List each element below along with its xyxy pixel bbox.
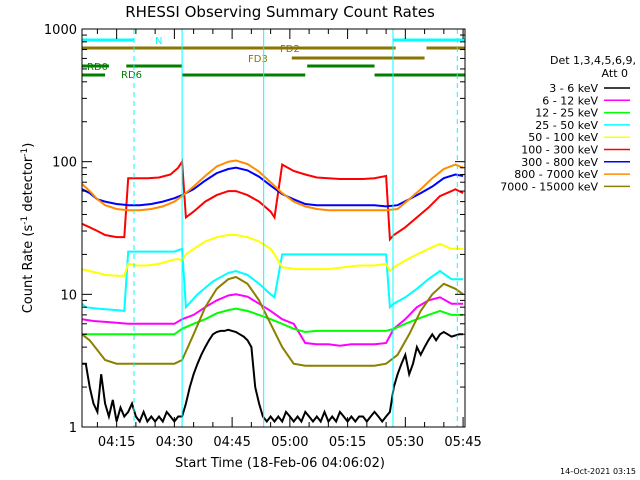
legend-label-7: 800 - 7000 keV: [514, 168, 598, 181]
legend-label-8: 7000 - 15000 keV: [500, 180, 598, 193]
y-tick-label-2: 100: [52, 156, 77, 171]
y-tick-label-1: 10: [60, 288, 77, 303]
plot-frame: [81, 28, 466, 428]
legend-label-2: 12 - 25 keV: [535, 107, 598, 120]
series-line-5: [81, 158, 464, 242]
flag-label-fd2: FD2: [280, 44, 300, 55]
series-line-8: [81, 275, 464, 367]
series-line-7: [81, 159, 464, 212]
series-layer: [81, 158, 464, 424]
flag-label-rd6: RD6: [121, 70, 142, 81]
x-tick-label-3: 05:00: [271, 435, 308, 450]
legend-label-4: 50 - 100 keV: [528, 131, 598, 144]
y-axis-label-main: Count Rate (s: [21, 225, 36, 314]
chart-title: RHESSI Observing Summary Count Rates: [125, 3, 435, 21]
y-axis-label: Count Rate (s-1 detector-1): [20, 143, 36, 314]
x-tick-label-2: 04:45: [213, 435, 250, 450]
y-axis-label-mid: detector: [21, 156, 36, 216]
flag-label-fd3: FD3: [248, 54, 268, 65]
x-axis-label: Start Time (18-Feb-06 04:06:02): [175, 456, 385, 471]
x-tick-label-5: 05:30: [387, 435, 424, 450]
legend-label-1: 6 - 12 keV: [542, 94, 598, 107]
x-tick-label-1: 04:30: [156, 435, 193, 450]
legend-label-6: 300 - 800 keV: [521, 156, 598, 169]
x-tick-label-4: 05:15: [329, 435, 366, 450]
series-line-2: [82, 307, 464, 336]
y-axis-label-sup2: -1: [20, 148, 30, 157]
flag-label-rd0: RD0: [87, 62, 108, 73]
y-tick-label-0: 1: [69, 421, 77, 436]
series-line-3: [81, 247, 464, 313]
legend-header-line-1: Det 1,3,4,5,6,9,: [550, 54, 636, 67]
series-line-1: [81, 293, 464, 347]
legend-header-line-2: Att 0: [602, 67, 628, 80]
x-tick-label-0: 04:15: [98, 435, 135, 450]
legend-label-3: 25 - 50 keV: [535, 119, 598, 132]
series-line-4: [81, 234, 464, 277]
series-line-0: [82, 328, 464, 424]
flag-bars: N FD2 FD3 RD0 RD6: [82, 36, 465, 81]
legend-label-0: 3 - 6 keV: [549, 82, 598, 95]
series-line-6: [81, 166, 464, 208]
axes: 04:15 04:30 04:45 05:00 05:15 05:30 05:45 1 10 10…: [44, 23, 482, 450]
footer-date: 14-Oct-2021 03:15: [560, 467, 636, 476]
x-tick-label-6: 05:45: [444, 435, 481, 450]
y-axis-label-sup1: -1: [20, 216, 30, 225]
y-axis-label-end: ): [21, 143, 36, 148]
legend-label-5: 100 - 300 keV: [521, 144, 598, 157]
flag-label-n: N: [155, 36, 162, 47]
y-tick-label-3: 1000: [44, 23, 77, 38]
